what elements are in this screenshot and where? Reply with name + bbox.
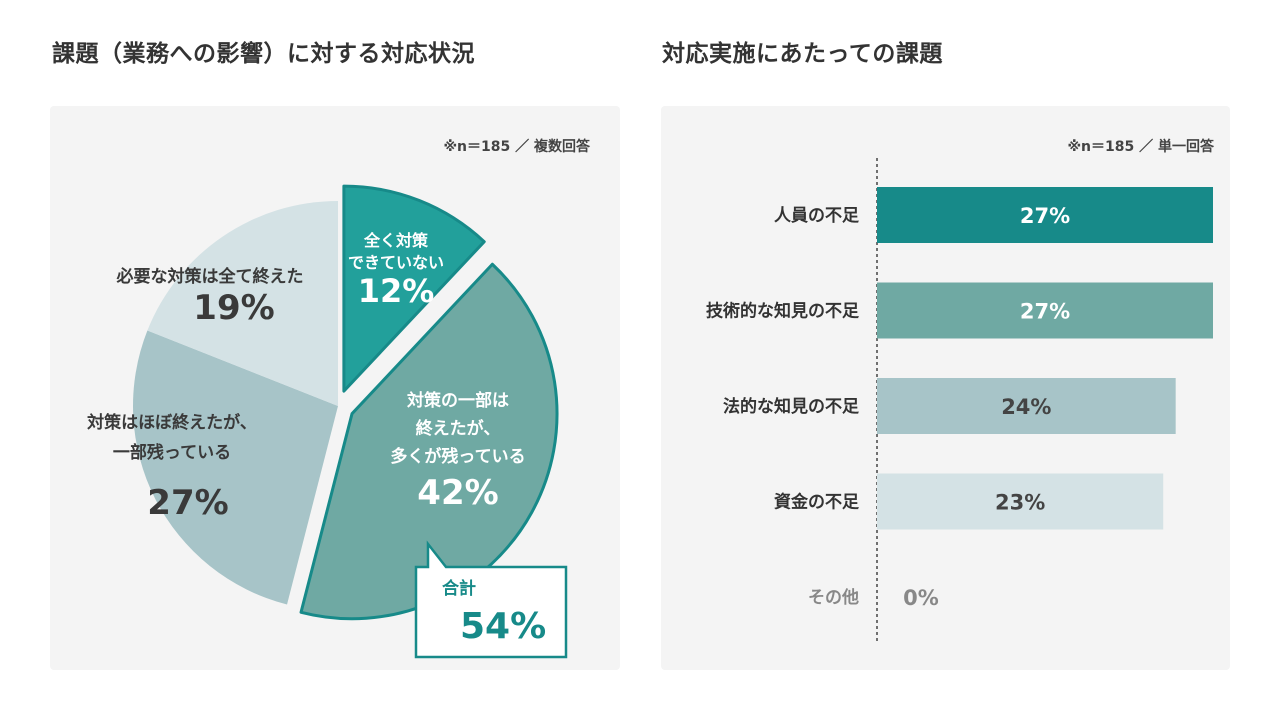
bar-chart: 人員の不足 27% 技術的な知見の不足 27% 法的な知見の不足 24% 資金の不足 23% そ… (706, 158, 1213, 644)
pie-chart-panel: ※n＝185 ／ 複数回答 合計 54% 全く対策できていない 12% 対策の一部は… (50, 106, 620, 670)
pie-slice-label: 多くが残っている (390, 446, 525, 467)
bar-chart-panel: ※n＝185 ／ 単一回答 人員の不足 27% 技術的な知見の不足 27% 法的な知見の… (661, 106, 1230, 670)
pie-slice-label: 必要な対策は全て終えた (116, 266, 304, 287)
pie-slice-outline (299, 262, 559, 621)
pie-slice-value: 27% (147, 483, 228, 523)
bar-value-label: 0% (903, 586, 939, 610)
bar (877, 378, 1176, 434)
pie-slice-label: できていない (348, 253, 444, 272)
pie-slice-label: 終えたが、 (416, 418, 501, 439)
pie-slice (147, 201, 338, 406)
bar-value-label: 27% (1020, 300, 1070, 324)
bar-category-label: 人員の不足 (774, 206, 859, 226)
callout-label: 合計 (442, 578, 476, 599)
pie-slice-label: 対策の一部は (406, 390, 509, 411)
pie-slice-label-group: 対策はほぼ終えたが、一部残っている 27% (86, 412, 257, 523)
pie-slice-outline (342, 184, 486, 393)
pie-sample-note: ※n＝185 ／ 複数回答 (443, 139, 590, 155)
pie-slice (133, 330, 338, 605)
pie-slice-value: 19% (193, 288, 274, 328)
bar (877, 473, 1164, 530)
bar-category-label: その他 (808, 587, 859, 608)
pie-slice (343, 186, 485, 392)
bar-category-label: 法的な知見の不足 (723, 396, 859, 417)
pie-slice-label: 一部残っている (113, 442, 231, 463)
pie-slice (301, 264, 558, 619)
pie-slice-label: 対策はほぼ終えたが、 (86, 412, 257, 433)
total-callout: 合計 54% (414, 540, 568, 659)
bar-category-label: 技術的な知見の不足 (706, 301, 859, 322)
bar (877, 282, 1213, 339)
bar (877, 187, 1213, 243)
bar-value-label: 27% (1020, 204, 1070, 228)
bar-sample-note: ※n＝185 ／ 単一回答 (1067, 139, 1214, 155)
pie-slice-label: 全く対策 (363, 231, 429, 250)
bar-value-label: 23% (995, 491, 1045, 515)
bar-category-label: 資金の不足 (774, 492, 859, 513)
pie-slice-value: 42% (417, 473, 498, 513)
left-chart-title: 課題（業務への影響）に対する対応状況 (52, 41, 475, 67)
callout-value: 54% (460, 606, 546, 647)
pie-slice-value: 12% (358, 272, 435, 310)
right-chart-title: 対応実施にあたっての課題 (662, 41, 943, 67)
bar-value-label: 24% (1001, 395, 1051, 419)
